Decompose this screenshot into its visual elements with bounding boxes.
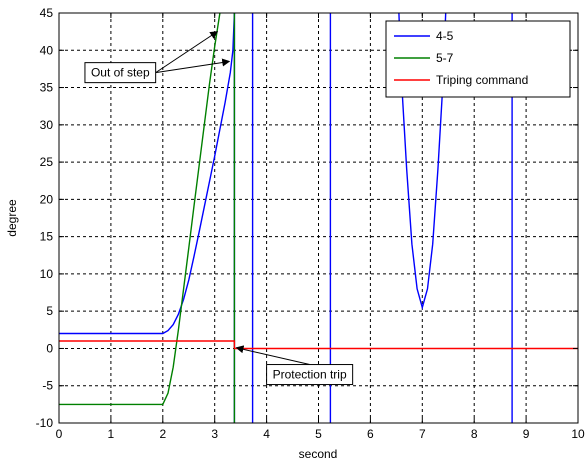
legend-entry: 4-5 <box>436 29 454 43</box>
y-tick-label: 20 <box>40 192 54 206</box>
y-tick-label: 15 <box>40 230 54 244</box>
y-tick-label: 10 <box>40 267 54 281</box>
legend-box <box>385 20 571 98</box>
annotation-text: Protection trip <box>273 368 347 382</box>
x-tick-label: 4 <box>263 427 270 441</box>
series-line-2 <box>59 340 578 350</box>
annotation-text: Out of step <box>91 66 150 80</box>
y-tick-label: 25 <box>40 155 54 169</box>
x-tick-label: 3 <box>211 427 218 441</box>
y-tick-label: 30 <box>40 118 54 132</box>
y-tick-label: -10 <box>36 416 54 430</box>
y-tick-label: -5 <box>42 379 53 393</box>
y-tick-label: 35 <box>40 81 54 95</box>
annotation-arrow <box>155 58 231 74</box>
series-lines <box>59 13 578 423</box>
y-tick-label: 40 <box>40 43 54 57</box>
legend-entry: 5-7 <box>436 51 454 65</box>
x-tick-label: 2 <box>159 427 166 441</box>
grid <box>59 13 578 423</box>
x-tick-label: 8 <box>471 427 478 441</box>
x-tick-label: 6 <box>367 427 374 441</box>
annotation-box <box>84 62 157 84</box>
annotation-arrow <box>155 31 219 74</box>
y-tick-label: 5 <box>46 304 53 318</box>
y-tick-label: 0 <box>46 341 53 355</box>
x-tick-label: 7 <box>419 427 426 441</box>
legend-entry: Triping command <box>436 73 528 87</box>
series-line-0 <box>59 13 236 335</box>
x-tick-label: 9 <box>523 427 530 441</box>
legend: 4-5 5-7 Triping command <box>385 20 571 98</box>
y-tick-label: 45 <box>40 6 54 20</box>
x-tick-label: 5 <box>315 427 322 441</box>
y-axis-label: degree <box>5 199 19 237</box>
annotations: Out of step Protection trip <box>84 31 354 386</box>
x-tick-label: 10 <box>571 427 585 441</box>
x-tick-label: 1 <box>108 427 115 441</box>
x-axis-label: second <box>299 447 338 461</box>
series-line-1 <box>59 13 221 406</box>
annotation-arrow <box>235 345 310 366</box>
x-tick-label: 0 <box>56 427 63 441</box>
series-line-0 <box>398 13 447 311</box>
